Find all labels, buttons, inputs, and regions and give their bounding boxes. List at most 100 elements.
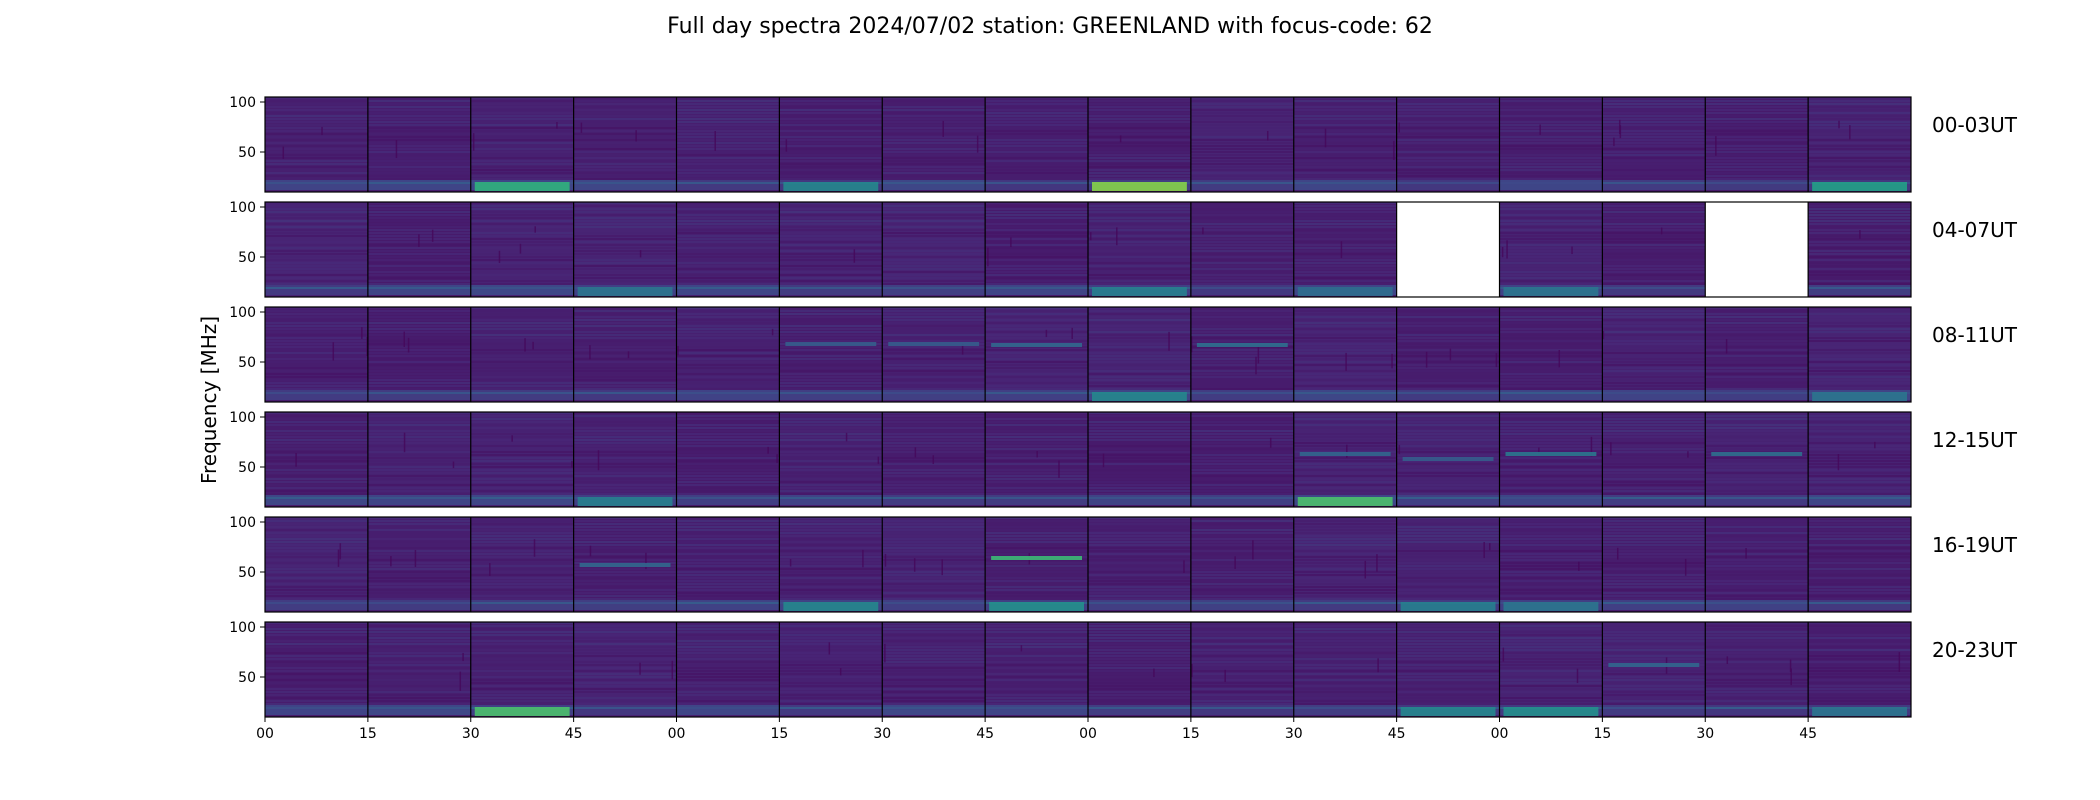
spectrum-panel [1808,202,1911,297]
x-tick-label: 00 [1079,726,1097,742]
feature-low-band [577,287,673,296]
row-label: 04-07UT [1932,218,2018,242]
y-tick-label: 50 [238,355,256,371]
row-frame [264,411,1912,508]
feature-band [991,343,1082,347]
feature-band [785,342,877,346]
spectrum-panel [1293,307,1397,402]
spectrum-panel [1190,622,1294,717]
spectrum-panel [573,97,677,192]
x-tick-label: 15 [770,726,788,742]
feature-low-band [1092,287,1187,296]
x-tick-label: 30 [873,726,891,742]
spectrum-panel [779,97,883,192]
feature-band [1505,452,1597,456]
spectrum-panel [676,412,780,507]
y-tick-label: 100 [229,410,256,426]
spectra-row [265,202,1911,297]
spectrum-panel [1190,307,1294,402]
spectrum-panel [265,202,368,297]
spectra-row [265,517,1911,612]
spectrum-panel [1190,97,1294,192]
spectrum-panel [265,97,368,192]
x-tick-label: 15 [1182,726,1200,742]
x-tick-label: 00 [1491,726,1509,742]
feature-low-band [1400,602,1496,611]
x-tick-label: 15 [359,726,377,742]
spectrum-panel [985,202,1088,297]
spectrum-panel [1499,307,1603,402]
spectrum-panel [1705,622,1809,717]
spectrum-panel [1088,202,1191,297]
spectrum-panel [676,622,780,717]
spectrum-panel [1705,97,1809,192]
spectrum-panel [1602,202,1706,297]
x-tick-label: 45 [976,726,994,742]
spectrum-panel [1499,202,1603,297]
feature-low-band [474,182,570,191]
spectrum-panel [367,517,471,612]
spectrum-panel [470,307,574,402]
spectrum-panel [1808,307,1911,402]
spectrum-panel [470,412,574,507]
spectrum-panel [1088,412,1191,507]
spectra-row [265,412,1911,507]
spectrum-panel [573,307,677,402]
spectrum-panel [1190,517,1294,612]
y-tick-label: 100 [229,95,256,111]
spectrum-panel [985,97,1088,192]
feature-band [1299,452,1391,456]
spectrum-panel [1396,517,1500,612]
y-tick-label: 50 [238,565,256,581]
spectra-rows: 100 50 00-03UT 100 50 04-07UT 100 50 08-11UT 100 5… [229,95,2018,718]
feature-low-band [1092,182,1187,191]
y-tick-label: 50 [238,670,256,686]
spectrum-panel-missing [1705,202,1809,297]
spectrum-panel [676,517,780,612]
spectrum-panel [1808,412,1911,507]
y-tick-label: 50 [238,460,256,476]
spectrum-panel [367,307,471,402]
y-tick-label: 50 [238,145,256,161]
row-frame [264,516,1912,613]
y-tick-label: 50 [238,250,256,266]
feature-low-band [989,602,1084,611]
feature-low-band [1092,392,1187,401]
spectrum-panel [882,307,986,402]
y-tick-label: 100 [229,305,256,321]
x-tick-label: 30 [1285,726,1303,742]
feature-band [991,556,1082,560]
feature-band [1608,663,1700,667]
row-label: 16-19UT [1932,533,2018,557]
spectrum-panel [1088,97,1191,192]
spectrum-panel [1499,97,1603,192]
spectrum-panel [265,307,368,402]
row-label: 08-11UT [1932,323,2018,347]
spectrum-panel [265,412,368,507]
spectrum-panel [1396,622,1500,717]
spectrum-panel [470,202,574,297]
row-frame [264,96,1912,193]
spectrum-panel [573,202,677,297]
spectrum-panel [779,412,883,507]
spectrum-panel [882,97,986,192]
spectrum-panel [1705,307,1809,402]
row-label: 00-03UT [1932,113,2018,137]
spectrum-panel [1499,412,1603,507]
chart-title: Full day spectra 2024/07/02 station: GRE… [667,14,1433,39]
x-tick-label: 30 [1696,726,1714,742]
spectrum-panel [1293,622,1397,717]
spectra-row [265,307,1911,402]
feature-band [1196,343,1288,347]
spectrum-panel [985,412,1088,507]
spectrum-panel [265,622,368,717]
spectrum-panel-missing [1396,202,1500,297]
row-label: 20-23UT [1932,638,2018,662]
spectrum-panel [573,412,677,507]
spectrum-panel [779,622,883,717]
y-tick-label: 100 [229,620,256,636]
feature-low-band [1503,707,1599,716]
feature-band [579,563,671,567]
y-axis-label: Frequency [MHz] [197,316,221,484]
